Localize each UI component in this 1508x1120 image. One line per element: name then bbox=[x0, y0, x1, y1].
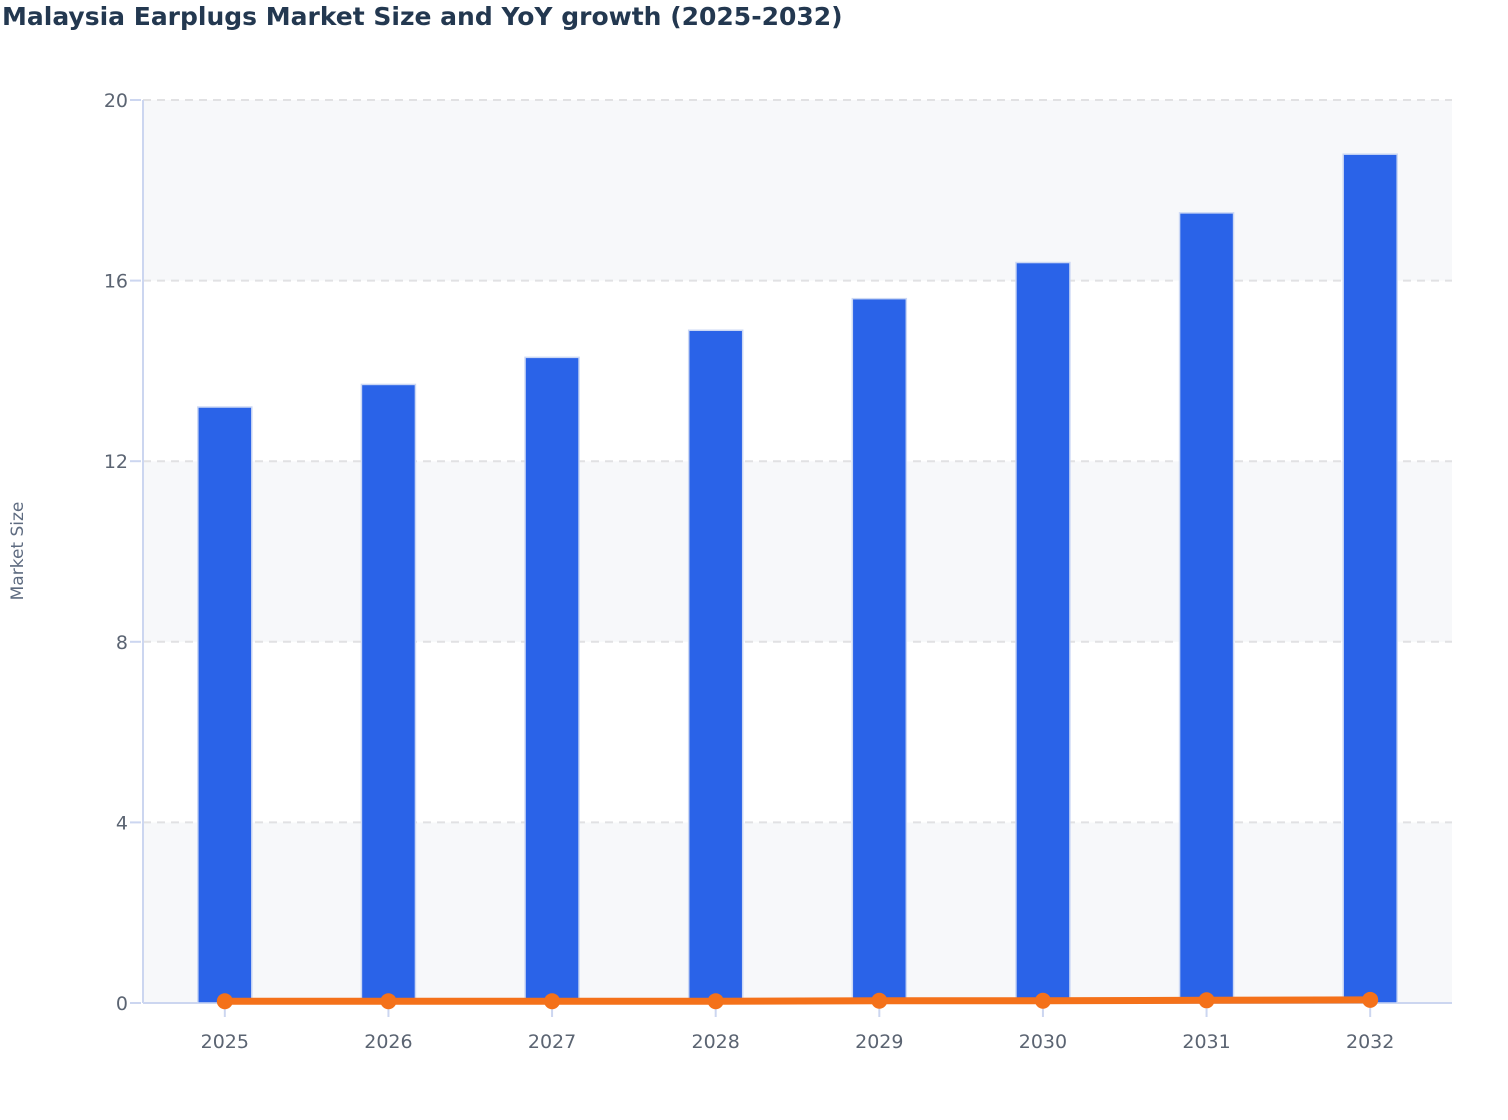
yoy-marker-2026 bbox=[380, 993, 397, 1010]
bar-2026 bbox=[360, 383, 417, 1004]
y-tick-label: 20 bbox=[104, 90, 128, 112]
x-tick-label: 2030 bbox=[1019, 1031, 1067, 1053]
plot-band bbox=[143, 641, 1452, 823]
yoy-marker-2025 bbox=[216, 993, 233, 1010]
x-tick-label: 2026 bbox=[364, 1031, 412, 1053]
y-tick-label: 16 bbox=[104, 271, 128, 293]
yoy-marker-2028 bbox=[707, 993, 724, 1010]
plot-band bbox=[143, 100, 1452, 281]
bar-2030 bbox=[1015, 261, 1071, 1004]
x-tick-label: 2031 bbox=[1182, 1031, 1230, 1053]
y-tick-label: 8 bbox=[116, 632, 128, 654]
plot-band bbox=[143, 822, 1452, 1003]
yoy-marker-2029 bbox=[871, 992, 888, 1009]
yoy-marker-2031 bbox=[1198, 992, 1215, 1009]
x-tick-label: 2025 bbox=[201, 1031, 249, 1053]
bar-2027 bbox=[524, 356, 580, 1004]
x-tick-label: 2029 bbox=[855, 1031, 903, 1053]
x-tick-label: 2027 bbox=[528, 1031, 576, 1053]
y-tick-label: 12 bbox=[104, 451, 128, 473]
chart-title: Malaysia Earplugs Market Size and YoY gr… bbox=[2, 2, 843, 31]
bar-2032 bbox=[1342, 153, 1398, 1004]
x-tick-label: 2032 bbox=[1346, 1031, 1394, 1053]
bar-2028 bbox=[687, 329, 744, 1004]
yoy-growth-line bbox=[221, 996, 1374, 1005]
yoy-marker-2032 bbox=[1362, 991, 1379, 1008]
y-tick-label: 4 bbox=[116, 812, 128, 834]
bar-2025 bbox=[197, 406, 253, 1004]
plot-band bbox=[143, 461, 1452, 642]
yoy-marker-2030 bbox=[1034, 992, 1051, 1009]
bar-2029 bbox=[851, 297, 908, 1004]
bar-2031 bbox=[1178, 212, 1235, 1004]
x-tick-label: 2028 bbox=[692, 1031, 740, 1053]
yoy-marker-2027 bbox=[544, 993, 561, 1010]
plot-band bbox=[143, 280, 1452, 462]
y-tick-label: 0 bbox=[116, 993, 128, 1015]
